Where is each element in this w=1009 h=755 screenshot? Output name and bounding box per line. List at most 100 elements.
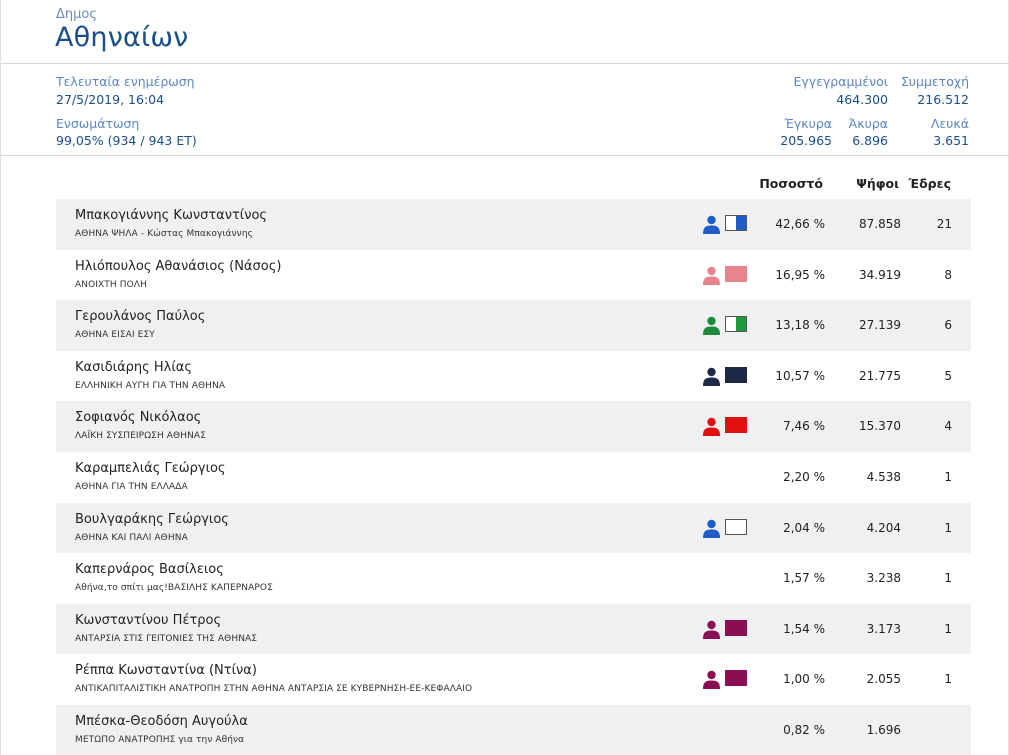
person-icon xyxy=(703,418,720,437)
party-flag-icon xyxy=(725,215,747,231)
candidate-name: Γερουλάνος Παύλος xyxy=(75,309,206,325)
results-table: Μπακογιάννης Κωνσταντίνος ΑΘΗΝΑ ΨΗΛΑ - Κώ… xyxy=(56,199,971,755)
candidate-name: Κωνσταντίνου Πέτρος xyxy=(75,612,222,628)
party-name: ΑΝΟΙΧΤΗ ΠΟΛΗ xyxy=(75,279,147,290)
last-update-label: Τελευταία ενημέρωση xyxy=(56,74,195,89)
percent-value: 2,20 % xyxy=(783,469,825,484)
person-icon xyxy=(703,316,720,336)
votes-value: 34.919 xyxy=(859,267,901,282)
seats-value: 1 xyxy=(944,571,952,586)
votes-value: 4.204 xyxy=(866,520,901,535)
table-row[interactable]: Σοφιανός Νικόλαος ΛΑΪΚΗ ΣΥΣΠΕΙΡΩΣΗ ΑΘΗΝΑΣ… xyxy=(56,401,971,452)
votes-value: 3.238 xyxy=(866,571,901,586)
candidate-name: Καραμπελιάς Γεώργιος xyxy=(75,460,226,476)
seats-value: 1 xyxy=(944,621,952,636)
seats-value: 1 xyxy=(944,469,952,484)
party-name: ΛΑΪΚΗ ΣΥΣΠΕΙΡΩΣΗ ΑΘΗΝΑΣ xyxy=(75,431,206,442)
table-row[interactable]: Μπακογιάννης Κωνσταντίνος ΑΘΗΝΑ ΨΗΛΑ - Κώ… xyxy=(56,199,971,250)
votes-value: 4.538 xyxy=(866,469,901,484)
votes-value: 3.173 xyxy=(866,621,901,636)
seats-value: 6 xyxy=(944,318,952,333)
party-flag-icon xyxy=(725,265,747,282)
last-update-value: 27/5/2019, 16:04 xyxy=(56,92,165,107)
blank-value: 3.651 xyxy=(933,133,969,148)
percent-value: 42,66 % xyxy=(775,217,825,231)
municipality-title: Αθηναίων xyxy=(55,22,189,53)
percent-value: 0,82 % xyxy=(783,722,825,737)
seats-value: 5 xyxy=(944,368,952,383)
turnout-value: 216.512 xyxy=(917,92,969,107)
person-icon xyxy=(703,215,720,234)
divider xyxy=(1,155,1009,156)
municipality-label: Δημος xyxy=(56,7,97,22)
valid-value: 205.965 xyxy=(780,133,832,148)
seats-value: 4 xyxy=(944,419,952,434)
party-name: ΑΘΗΝΑ ΕΙΣΑΙ ΕΣΥ xyxy=(75,330,155,341)
candidate-name: Σοφιανός Νικόλαος xyxy=(75,410,202,426)
party-flag-icon xyxy=(725,417,747,434)
candidate-name: Ρέππα Κωνσταντίνα (Ντίνα) xyxy=(75,663,257,679)
percent-value: 1,00 % xyxy=(783,672,825,687)
table-row[interactable]: Καπερνάρος Βασίλειος Αθήνα,το σπίτι μας!Β… xyxy=(56,553,971,604)
candidate-name: Καπερνάρος Βασίλειος xyxy=(75,562,224,578)
table-row[interactable]: Γερουλάνος Παύλος ΑΘΗΝΑ ΕΙΣΑΙ ΕΣΥ 13,18 % 2… xyxy=(56,300,971,351)
invalid-label: Άκυρα xyxy=(848,116,888,131)
percent-value: 2,04 % xyxy=(783,520,825,535)
percent-value: 7,46 % xyxy=(783,419,825,434)
votes-value: 2.055 xyxy=(866,672,901,687)
votes-value: 21.775 xyxy=(859,368,901,383)
seats-value: 8 xyxy=(944,267,952,282)
column-header-seats[interactable]: Έδρες xyxy=(908,176,951,191)
votes-value: 27.139 xyxy=(859,318,901,333)
valid-label: Έγκυρα xyxy=(784,116,833,131)
table-row[interactable]: Ηλιόπουλος Αθανάσιος (Νάσος) ΑΝΟΙΧΤΗ ΠΟΛΗ… xyxy=(56,250,971,301)
party-flag-icon xyxy=(725,366,747,383)
candidate-name: Βουλγαράκης Γεώργιος xyxy=(75,511,229,527)
table-row[interactable]: Κωνσταντίνου Πέτρος ΑΝΤΑΡΣΙΑ ΣΤΙΣ ΓΕΙΤΟΝΙ… xyxy=(56,603,971,655)
percent-value: 13,18 % xyxy=(775,318,825,333)
person-icon xyxy=(703,671,720,690)
party-name: ΕΛΛΗΝΙΚΗ ΑΥΓΗ ΓΙΑ ΤΗΝ ΑΘΗΝΑ xyxy=(75,380,226,391)
party-name: ΑΘΗΝΑ ΓΙΑ ΤΗΝ ΕΛΛΑΔΑ xyxy=(75,481,188,492)
party-flag-icon xyxy=(725,316,747,333)
table-row[interactable]: Κασιδιάρης Ηλίας ΕΛΛΗΝΙΚΗ ΑΥΓΗ ΓΙΑ ΤΗΝ ΑΘ… xyxy=(56,351,971,402)
party-name: Αθήνα,το σπίτι μας!ΒΑΣΙΛΗΣ ΚΑΠΕΡΝΑΡΟΣ xyxy=(75,583,273,594)
registered-label: Εγγεγραμμένοι xyxy=(793,74,888,89)
person-icon xyxy=(703,266,720,285)
party-name: ΜΕΤΩΠΟ ΑΝΑΤΡΟΠΗΣ για την Αθήνα xyxy=(75,734,245,745)
integration-label: Ενσωμάτωση xyxy=(56,116,140,131)
column-header-votes[interactable]: Ψήφοι xyxy=(856,176,899,191)
divider xyxy=(1,63,1009,64)
integration-value: 99,05% (934 / 943 ΕΤ) xyxy=(56,133,197,148)
invalid-value: 6.896 xyxy=(852,133,888,148)
party-flag-icon xyxy=(725,518,747,535)
column-header-percent[interactable]: Ποσοστό xyxy=(759,176,823,191)
party-flag-icon xyxy=(725,619,747,636)
percent-value: 16,95 % xyxy=(775,267,825,282)
registered-value: 464.300 xyxy=(836,92,888,107)
votes-value: 1.696 xyxy=(866,722,901,737)
table-row[interactable]: Καραμπελιάς Γεώργιος ΑΘΗΝΑ ΓΙΑ ΤΗΝ ΕΛΛΑΔΑ… xyxy=(56,452,971,503)
percent-value: 10,57 % xyxy=(775,368,825,383)
table-row[interactable]: Βουλγαράκης Γεώργιος ΑΘΗΝΑ ΚΑΙ ΠΑΛΙ ΑΘΗΝΑ… xyxy=(56,502,971,554)
blank-label: Λευκά xyxy=(930,116,969,131)
candidate-name: Μπακογιάννης Κωνσταντίνος xyxy=(75,208,268,223)
party-name: ΑΘΗΝΑ ΚΑΙ ΠΑΛΙ ΑΘΗΝΑ xyxy=(75,532,188,543)
person-icon xyxy=(703,620,720,639)
seats-value: 1 xyxy=(944,520,952,535)
votes-value: 87.858 xyxy=(859,217,901,231)
party-flag-icon xyxy=(725,670,747,687)
party-name: ΑΘΗΝΑ ΨΗΛΑ - Κώστας Μπακογιάννης xyxy=(75,229,254,239)
person-icon xyxy=(703,519,720,538)
table-row[interactable]: Ρέππα Κωνσταντίνα (Ντίνα) ΑΝΤΙΚΑΠΙΤΑΛΙΣΤΙ… xyxy=(56,654,971,705)
votes-value: 15.370 xyxy=(859,419,901,434)
percent-value: 1,57 % xyxy=(783,571,825,586)
table-row[interactable]: Μπέσκα-Θεοδόση Αυγούλα ΜΕΤΩΠΟ ΑΝΑΤΡΟΠΗΣ γ… xyxy=(56,704,971,755)
seats-value: 21 xyxy=(936,217,952,231)
candidate-name: Μπέσκα-Θεοδόση Αυγούλα xyxy=(75,713,248,729)
turnout-label: Συμμετοχή xyxy=(900,74,969,89)
candidate-name: Κασιδιάρης Ηλίας xyxy=(75,359,192,375)
party-name: ΑΝΤΙΚΑΠΙΤΑΛΙΣΤΙΚΗ ΑΝΑΤΡΟΠΗ ΣΤΗΝ ΑΘΗΝΑ ΑΝ… xyxy=(75,684,473,695)
seats-value: 1 xyxy=(944,672,952,687)
